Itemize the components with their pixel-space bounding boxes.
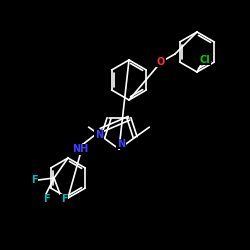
Text: O: O (157, 57, 165, 67)
Text: F: F (61, 194, 67, 204)
Text: F: F (43, 194, 49, 204)
Text: N: N (95, 130, 103, 140)
Text: Cl: Cl (200, 55, 210, 65)
Text: N: N (117, 139, 125, 149)
Text: F: F (31, 175, 37, 185)
Text: NH: NH (72, 144, 88, 154)
